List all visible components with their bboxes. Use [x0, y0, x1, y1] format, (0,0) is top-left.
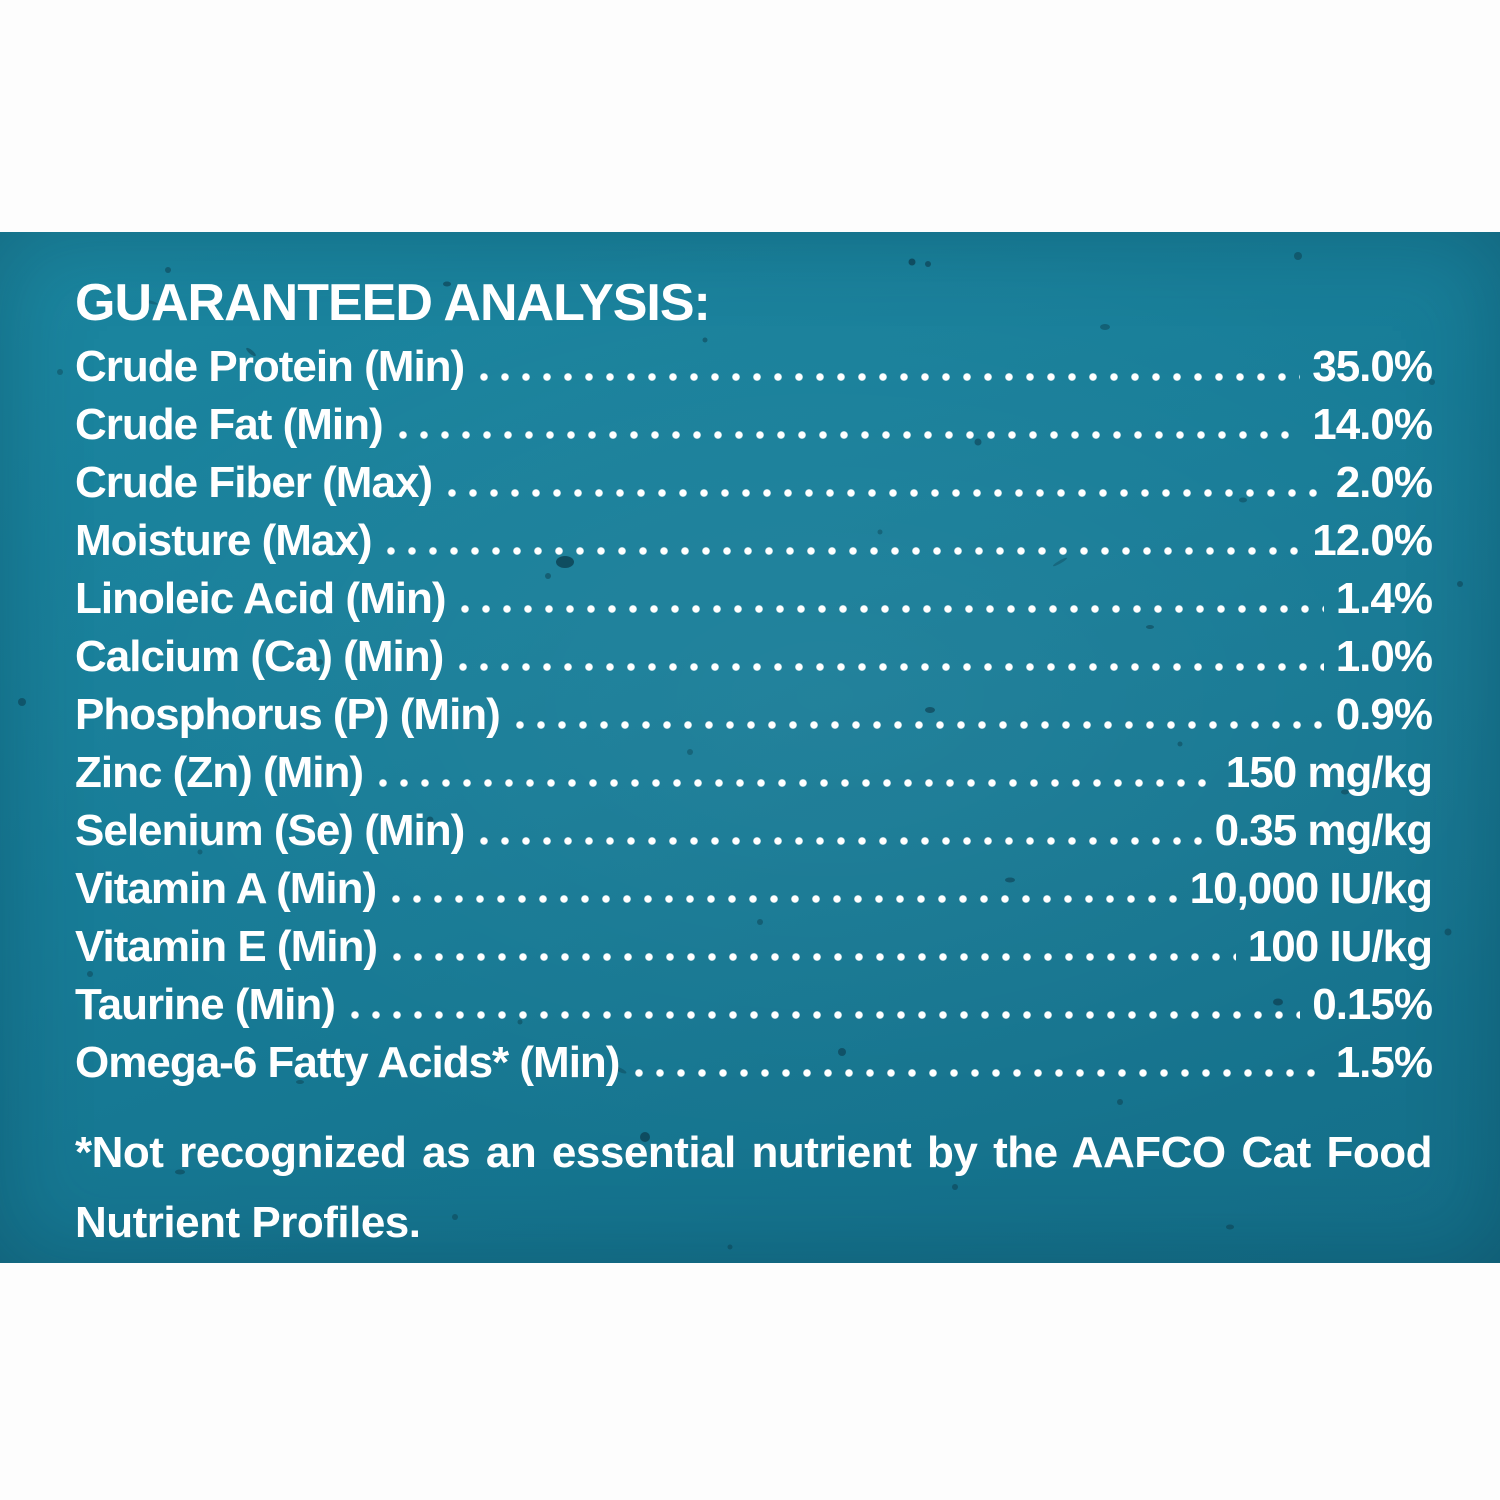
dot-leader [461, 605, 1324, 613]
dot-leader [398, 431, 1301, 439]
nutrient-label: Crude Protein (Min) [75, 342, 465, 391]
dot-leader [448, 489, 1324, 497]
analysis-row: Selenium (Se) (Min) 0.35 mg/kg [75, 802, 1433, 860]
nutrient-value: 0.9% [1335, 690, 1433, 739]
dot-leader [379, 779, 1214, 787]
nutrient-label: Vitamin E (Min) [75, 922, 378, 971]
nutrient-value: 100 IU/kg [1247, 922, 1433, 971]
analysis-row: Phosphorus (P) (Min) 0.9% [75, 686, 1433, 744]
footnote-line-2: Nutrient Profiles. [75, 1198, 421, 1247]
top-margin-bar [0, 0, 1500, 232]
dot-leader [480, 373, 1301, 381]
dot-leader [350, 1011, 1301, 1019]
dot-leader [392, 953, 1236, 961]
nutrient-label: Crude Fat (Min) [75, 400, 384, 449]
nutrient-label: Calcium (Ca) (Min) [75, 632, 444, 681]
nutrient-value: 12.0% [1312, 516, 1433, 565]
dot-leader [392, 895, 1178, 903]
analysis-row: Moisture (Max) 12.0% [75, 512, 1433, 570]
nutrient-value: 14.0% [1312, 400, 1433, 449]
analysis-row: Omega-6 Fatty Acids* (Min) 1.5% [75, 1034, 1433, 1092]
analysis-row: Vitamin E (Min) 100 IU/kg [75, 918, 1433, 976]
footnote-line-1: *Not recognized as an essential nutrient… [75, 1128, 1433, 1177]
guaranteed-analysis-heading: GUARANTEED ANALYSIS: [75, 274, 711, 332]
analysis-row: Taurine (Min) 0.15% [75, 976, 1433, 1034]
dot-leader [635, 1069, 1324, 1077]
nutrient-value: 1.0% [1335, 632, 1433, 681]
analysis-row: Zinc (Zn) (Min) 150 mg/kg [75, 744, 1433, 802]
analysis-row: Vitamin A (Min) 10,000 IU/kg [75, 860, 1433, 918]
nutrient-value: 0.35 mg/kg [1214, 806, 1433, 855]
nutrient-label: Selenium (Se) (Min) [75, 806, 465, 855]
guaranteed-analysis-panel: GUARANTEED ANALYSIS: Crude Protein (Min)… [0, 232, 1500, 1263]
analysis-row: Crude Fiber (Max) 2.0% [75, 454, 1433, 512]
nutrient-value: 1.4% [1335, 574, 1433, 623]
analysis-row: Crude Fat (Min) 14.0% [75, 396, 1433, 454]
dot-leader [480, 837, 1203, 845]
nutrient-value: 1.5% [1335, 1038, 1433, 1087]
nutrient-label: Zinc (Zn) (Min) [75, 748, 364, 797]
analysis-row: Crude Protein (Min) 35.0% [75, 338, 1433, 396]
nutrient-label: Phosphorus (P) (Min) [75, 690, 501, 739]
nutrient-label: Moisture (Max) [75, 516, 372, 565]
nutrient-value: 150 mg/kg [1225, 748, 1433, 797]
aafco-footnote: *Not recognized as an essential nutrient… [75, 1118, 1433, 1258]
nutrient-label: Crude Fiber (Max) [75, 458, 433, 507]
bottom-margin-bar [0, 1263, 1500, 1500]
nutrient-label: Linoleic Acid (Min) [75, 574, 446, 623]
nutrient-value: 10,000 IU/kg [1189, 864, 1433, 913]
analysis-row: Calcium (Ca) (Min) 1.0% [75, 628, 1433, 686]
nutrient-label: Vitamin A (Min) [75, 864, 377, 913]
dot-leader [515, 721, 1324, 729]
dot-leader [459, 663, 1324, 671]
nutrient-value: 2.0% [1335, 458, 1433, 507]
nutrient-label: Omega-6 Fatty Acids* (Min) [75, 1038, 620, 1087]
nutrient-value: 35.0% [1312, 342, 1433, 391]
nutrient-value: 0.15% [1312, 980, 1433, 1029]
dot-leader [387, 547, 1301, 555]
nutrient-label: Taurine (Min) [75, 980, 336, 1029]
analysis-row: Linoleic Acid (Min) 1.4% [75, 570, 1433, 628]
